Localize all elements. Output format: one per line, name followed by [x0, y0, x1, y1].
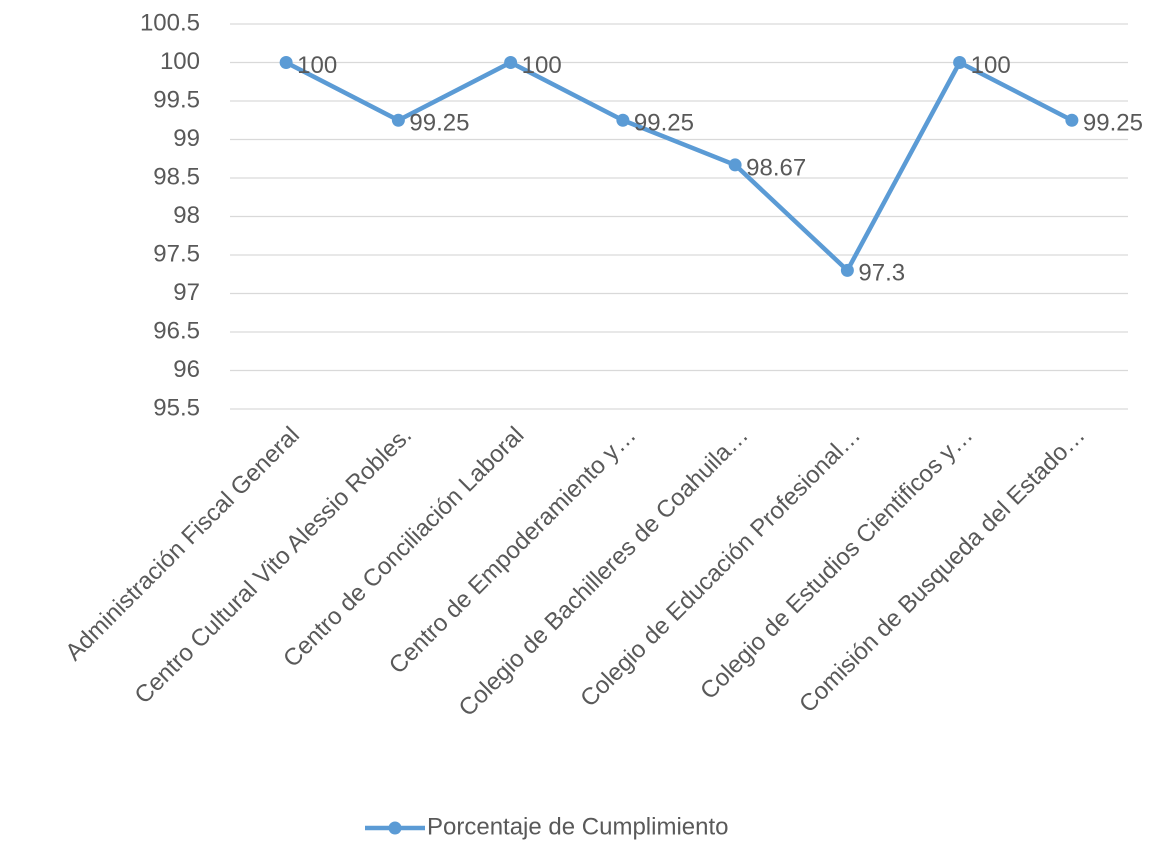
data-label: 99.25: [634, 110, 694, 137]
y-tick-label: 100: [160, 48, 200, 75]
y-tick-label: 96.5: [153, 317, 200, 344]
legend-label: Porcentaje de Cumplimiento: [427, 813, 729, 840]
y-tick-label: 98: [173, 202, 200, 229]
x-tick-label: Centro de Conciliación Laboral: [278, 422, 529, 673]
data-line: [285, 60, 1073, 273]
data-label: 98.67: [746, 154, 806, 181]
data-point: [1065, 113, 1079, 127]
data-label: 100: [971, 52, 1011, 79]
y-tick-label: 97.5: [153, 240, 200, 267]
data-point: [279, 56, 293, 69]
y-tick-label: 100.5: [140, 9, 200, 36]
y-tick-label: 99.5: [153, 86, 200, 113]
x-tick-label: Administración Fiscal General: [60, 422, 305, 667]
data-point: [728, 158, 742, 172]
y-tick-label: 98.5: [153, 163, 200, 190]
data-point: [840, 263, 854, 277]
data-label: 100: [297, 52, 337, 79]
data-label: 100: [522, 52, 562, 79]
y-tick-label: 99: [173, 125, 200, 152]
data-label: 99.25: [409, 110, 469, 137]
y-tick-label: 97: [173, 279, 200, 306]
data-point: [953, 56, 967, 69]
y-tick-label: 95.5: [153, 394, 200, 421]
data-point: [504, 56, 518, 69]
y-tick-label: 96: [173, 356, 200, 383]
data-point: [391, 113, 405, 127]
data-label: 99.25: [1083, 110, 1143, 137]
x-tick-label: Centro de Empoderamiento y…: [384, 422, 642, 680]
data-point: [616, 113, 630, 127]
legend-marker: [388, 821, 402, 835]
data-label: 97.3: [858, 260, 905, 287]
